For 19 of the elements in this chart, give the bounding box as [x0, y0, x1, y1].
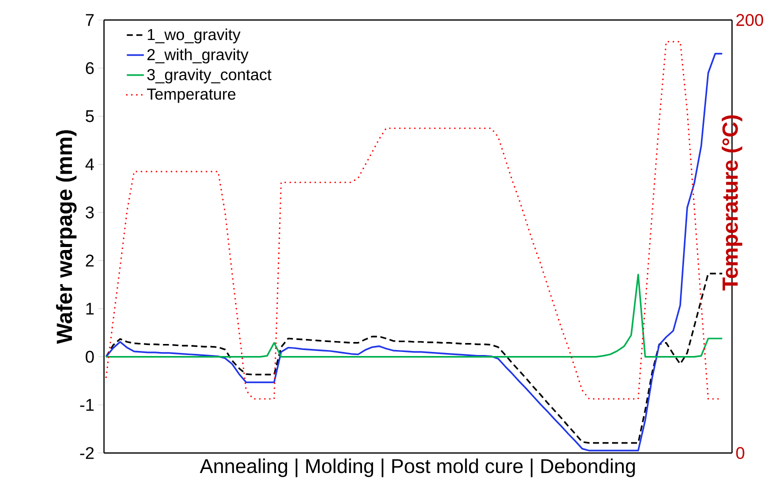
legend-label: 2_with_gravity — [147, 48, 248, 64]
y2-tick-label: 0 — [736, 447, 744, 459]
y-tick-label: 2 — [86, 254, 94, 266]
y2-axis-title: Temperature (°C) — [722, 115, 742, 290]
y-tick-label: 7 — [86, 14, 94, 26]
legend-label: 1_wo_gravity — [148, 28, 240, 44]
y-tick-label: 1 — [86, 302, 94, 314]
legend-label: 3_gravity_contact — [147, 68, 272, 84]
y-tick-label: 3 — [86, 206, 94, 218]
y-tick-label: 0 — [86, 350, 94, 363]
y-tick-label: 6 — [86, 62, 94, 74]
y-tick-label: -1 — [80, 399, 94, 411]
legend-label: Temperature — [146, 88, 236, 103]
x-axis-title: Annealing | Molding | Post mold cure | Debonding — [200, 458, 635, 478]
y-tick-label: 4 — [85, 158, 94, 170]
y2-tick-label: 200 — [736, 14, 764, 26]
y-tick-label: -2 — [80, 447, 94, 459]
y-axis-title: Wafer warpage (mm) — [56, 130, 77, 344]
y-tick-label: 5 — [86, 110, 94, 122]
